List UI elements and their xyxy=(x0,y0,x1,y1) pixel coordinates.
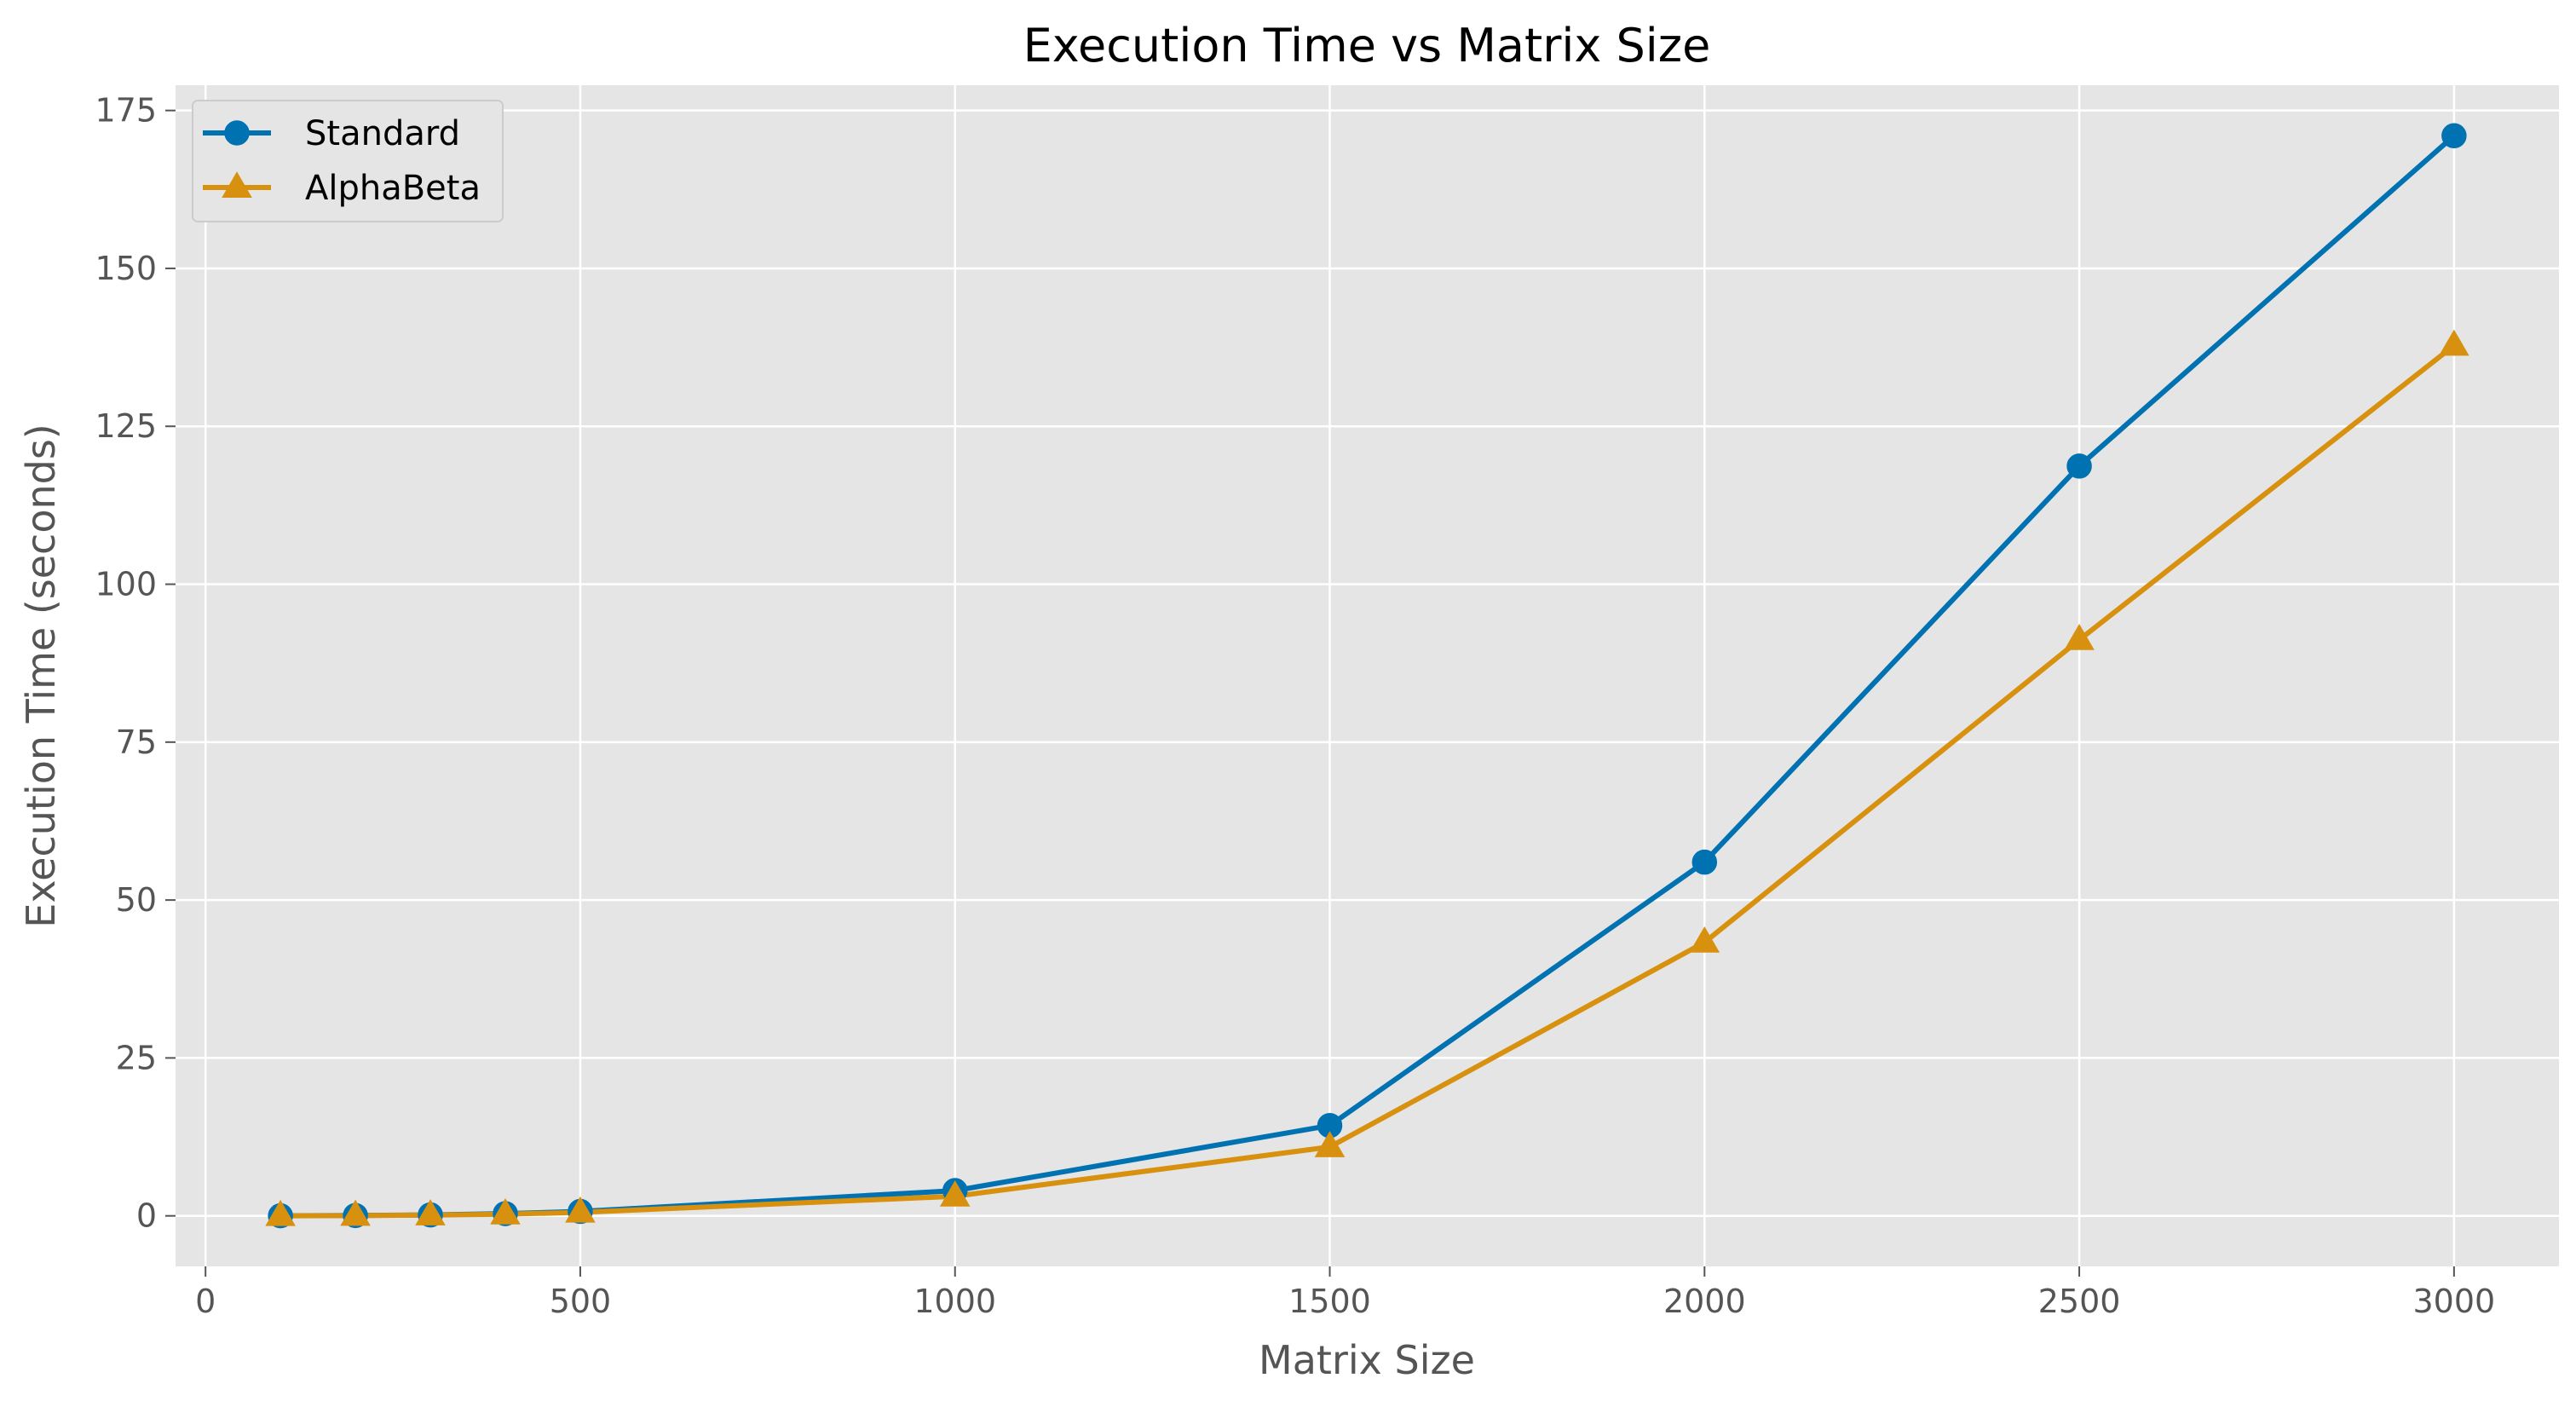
data-point-alphabeta xyxy=(265,1199,296,1226)
series-markers xyxy=(265,123,2469,1229)
x-axis-label: Matrix Size xyxy=(1259,1337,1475,1383)
data-point-standard xyxy=(1691,849,1718,875)
data-point-alphabeta xyxy=(415,1199,446,1225)
data-point-alphabeta xyxy=(490,1197,521,1225)
y-tick-label: 25 xyxy=(116,1039,157,1076)
y-tick-label: 0 xyxy=(136,1197,157,1235)
x-tick-label: 2000 xyxy=(1663,1283,1746,1320)
y-tick-label: 175 xyxy=(95,92,157,130)
x-tick-label: 500 xyxy=(550,1283,612,1320)
series-line-alphabeta xyxy=(278,343,2457,1219)
y-axis-ticks: 0 25 50 75 100 125 150 175 xyxy=(95,92,176,1235)
y-axis-label: Execution Time (seconds) xyxy=(18,424,64,927)
x-axis-ticks: 0 500 1000 1500 2000 2500 3000 xyxy=(195,1266,2495,1320)
series-lines xyxy=(278,133,2457,1219)
x-tick-label: 2500 xyxy=(2038,1283,2121,1320)
legend-item-alphabeta: AlphaBeta xyxy=(203,169,481,208)
chart-title: Execution Time vs Matrix Size xyxy=(1023,19,1711,72)
data-point-standard xyxy=(2441,123,2467,149)
plot-area xyxy=(176,85,2559,1266)
data-point-alphabeta xyxy=(1689,926,1720,953)
legend: Standard AlphaBeta xyxy=(192,100,504,222)
y-tick-label: 150 xyxy=(95,250,157,287)
y-tick-label: 100 xyxy=(95,566,157,603)
x-tick-label: 3000 xyxy=(2413,1283,2496,1320)
data-point-alphabeta xyxy=(340,1199,371,1226)
data-point-standard xyxy=(2066,453,2092,479)
y-tick-label: 50 xyxy=(116,881,157,919)
y-tick-label: 75 xyxy=(116,724,157,761)
data-point-alphabeta xyxy=(2439,329,2469,356)
data-point-alphabeta xyxy=(565,1196,596,1223)
x-tick-label: 1000 xyxy=(913,1283,996,1320)
data-point-alphabeta xyxy=(2064,624,2095,650)
legend-swatch-marker xyxy=(222,171,252,198)
legend-swatch-marker xyxy=(224,120,250,146)
data-point-alphabeta xyxy=(1314,1131,1346,1157)
data-point-alphabeta xyxy=(939,1179,971,1207)
y-tick-label: 125 xyxy=(95,407,157,445)
legend-item-standard: Standard xyxy=(203,114,460,153)
legend-items: Standard AlphaBeta xyxy=(203,114,481,208)
x-tick-label: 1500 xyxy=(1288,1283,1371,1320)
legend-label: Standard xyxy=(305,114,460,153)
x-tick-label: 0 xyxy=(195,1283,216,1320)
legend-label: AlphaBeta xyxy=(305,169,481,208)
